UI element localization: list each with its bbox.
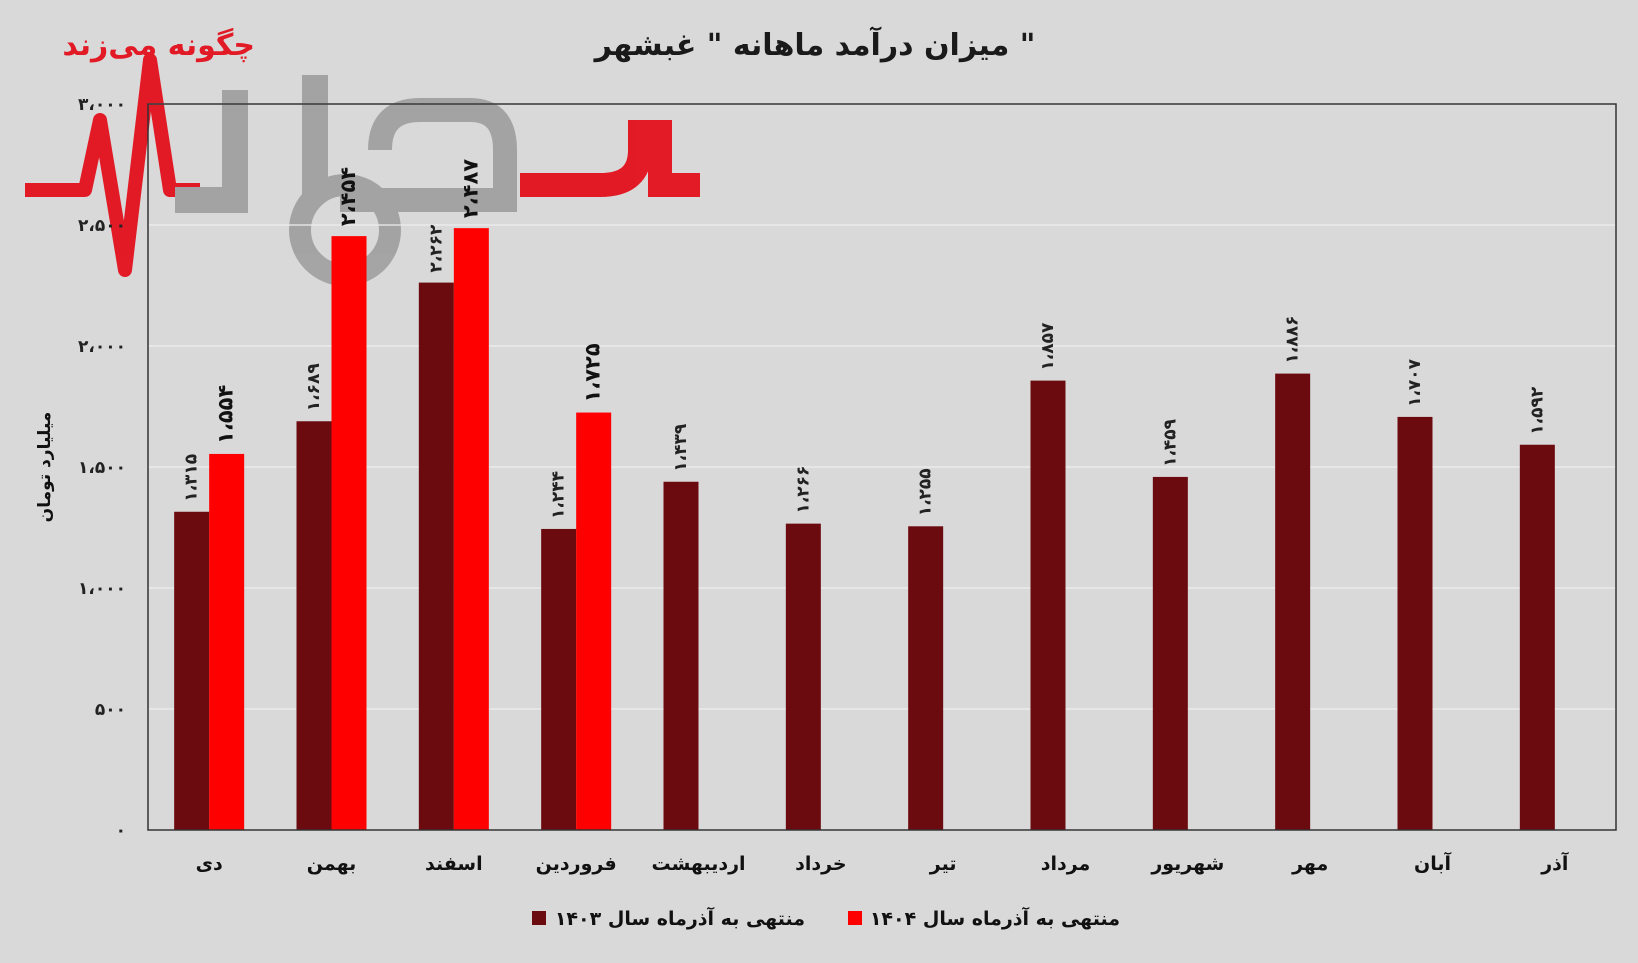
category-label: بهمن: [307, 853, 357, 875]
bar: [908, 526, 944, 830]
category-label: خرداد: [795, 853, 847, 875]
data-label: ۱،۸۵۷: [1038, 322, 1058, 371]
legend-swatch-1403: [532, 911, 546, 925]
data-label: ۱،۵۵۴: [214, 385, 238, 444]
data-label: ۱،۶۸۹: [304, 363, 324, 412]
legend-label-1404: منتهی به آذرماه سال ۱۴۰۴: [870, 906, 1120, 930]
data-label: ۲،۴۵۴: [336, 167, 360, 226]
data-label: ۱،۲۵۵: [916, 468, 936, 516]
bar: [1152, 476, 1188, 830]
bar: [296, 421, 332, 830]
legend: منتهی به آذرماه سال ۱۴۰۴ منتهی به آذرماه…: [532, 906, 1120, 930]
bar: [1397, 416, 1433, 830]
category-label: آذر: [1540, 851, 1569, 875]
y-tick-label: ۰: [116, 821, 126, 841]
data-label: ۲،۲۶۲: [426, 224, 446, 273]
category-labels: دی بهمن اسفند فروردین اردیبهشت خرداد تیر مرداد ش…: [196, 851, 1569, 875]
category-label: اردیبهشت: [651, 853, 745, 875]
data-label: ۱،۵۹۲: [1527, 386, 1547, 435]
data-label: ۱،۷۰۷: [1405, 358, 1425, 407]
category-label: شهریور: [1150, 853, 1224, 875]
bar: [785, 523, 821, 830]
y-axis-label: میلیارد تومان: [35, 412, 55, 523]
bar: [209, 453, 245, 830]
category-label: آبان: [1414, 851, 1451, 875]
data-label: ۱،۸۸۶: [1283, 316, 1303, 364]
category-label: اسفند: [425, 853, 483, 875]
data-label: ۱،۲۴۴: [549, 471, 569, 519]
watermark-shape-gray: [175, 90, 248, 213]
y-tick-label: ۳،۰۰۰: [78, 95, 126, 115]
data-label: ۱،۴۳۹: [671, 423, 691, 472]
data-label: ۱،۲۶۶: [793, 466, 813, 514]
bar: [1030, 380, 1066, 830]
data-label: ۱،۷۲۵: [581, 343, 605, 402]
plot-area-frame: [147, 103, 1617, 831]
watermark-tagline: چگونه می‌زند: [62, 27, 255, 63]
y-tick-label: ۲،۰۰۰: [78, 337, 126, 357]
bar: [174, 511, 210, 830]
data-label: ۱،۳۱۵: [182, 454, 202, 502]
category-label: تیر: [929, 853, 957, 875]
bar: [331, 236, 367, 830]
category-label: مهر: [1291, 853, 1328, 875]
data-label: ۱،۴۵۹: [1160, 418, 1180, 467]
y-axis-ticks: ۰ ۵۰۰ ۱،۰۰۰ ۱،۵۰۰ ۲،۰۰۰ ۲،۵۰۰ ۳،۰۰۰: [78, 95, 126, 841]
bars: [174, 228, 1555, 830]
bar: [576, 412, 612, 830]
watermark-shape-red: [520, 120, 700, 197]
bar: [1519, 444, 1555, 830]
legend-swatch-1404: [848, 911, 862, 925]
bar: [418, 282, 454, 830]
data-labels: ۱،۳۱۵ ۱،۵۵۴ ۱،۶۸۹ ۲،۴۵۴ ۲،۲۶۲ ۲،۴۸۷ ۱،۲۴۴ ۱،۷۲۵…: [182, 159, 1548, 519]
category-label: مرداد: [1041, 853, 1091, 875]
watermark-shape-gray-3: [340, 98, 517, 212]
y-tick-label: ۲،۵۰۰: [78, 216, 126, 236]
heartbeat-icon: [25, 53, 200, 277]
y-tick-label: ۱،۰۰۰: [78, 579, 126, 599]
legend-label-1403: منتهی به آذرماه سال ۱۴۰۳: [555, 906, 805, 930]
data-label: ۲،۴۸۷: [458, 159, 482, 218]
bar: [663, 481, 699, 830]
watermark-logo: چگونه می‌زند: [25, 27, 700, 286]
chart-title: میزان درآمد ماهانه " غبشهر ": [593, 26, 1036, 63]
category-label: فروردین: [536, 853, 617, 875]
category-label: دی: [196, 853, 223, 875]
bar: [1275, 373, 1311, 830]
bar: [541, 528, 577, 830]
y-tick-label: ۵۰۰: [95, 700, 126, 720]
y-tick-label: ۱،۵۰۰: [78, 458, 126, 478]
bar: [453, 228, 489, 830]
